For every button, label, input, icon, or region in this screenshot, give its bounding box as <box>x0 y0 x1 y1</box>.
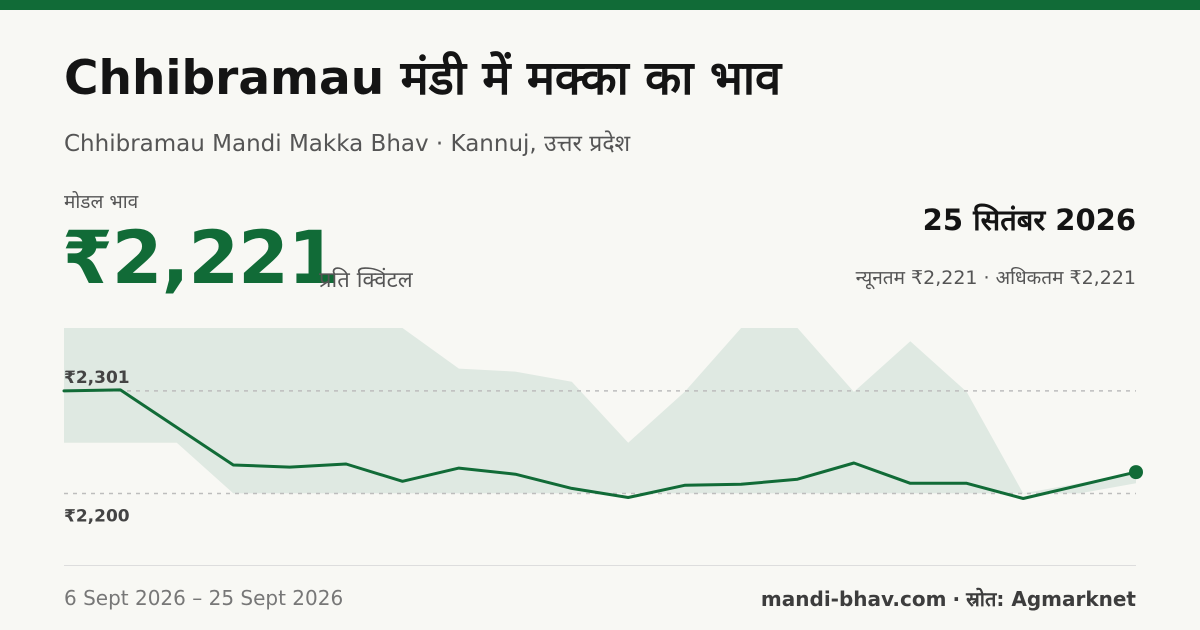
price-date: 25 सितंबर 2026 <box>922 203 1136 237</box>
min-max-summary: न्यूनतम ₹2,221 · अधिकतम ₹2,221 <box>856 264 1136 290</box>
modal-price-value: ₹2,221 <box>62 216 339 301</box>
reference-line-label: ₹2,301 <box>64 368 130 388</box>
page-title: Chhibramau मंडी में मक्का का भाव <box>64 51 782 106</box>
price-unit: प्रति क्विंटल <box>319 268 413 293</box>
top-accent-bar <box>0 0 1200 10</box>
modal-price-label: मोडल भाव <box>64 191 139 213</box>
footer-divider <box>64 565 1136 566</box>
min-max-range-band <box>64 328 1136 494</box>
reference-line-label: ₹2,200 <box>64 506 130 526</box>
data-source: स्रोत: Agmarknet <box>966 587 1136 611</box>
page-subtitle: Chhibramau Mandi Makka Bhav · Kannuj, उत… <box>64 131 631 157</box>
date-range: 6 Sept 2026 – 25 Sept 2026 <box>64 586 344 610</box>
price-line <box>62 388 1138 500</box>
site-name: mandi-bhav.com <box>760 587 947 611</box>
min-price: न्यूनतम ₹2,221 <box>855 267 978 289</box>
latest-price-point <box>1129 465 1143 480</box>
max-price: अधिकतम ₹2,221 <box>995 267 1136 289</box>
min-max-separator: · <box>983 267 990 289</box>
source-credit: mandi-bhav.com · स्रोत: Agmarknet <box>761 585 1136 612</box>
source-separator: · <box>952 587 961 611</box>
